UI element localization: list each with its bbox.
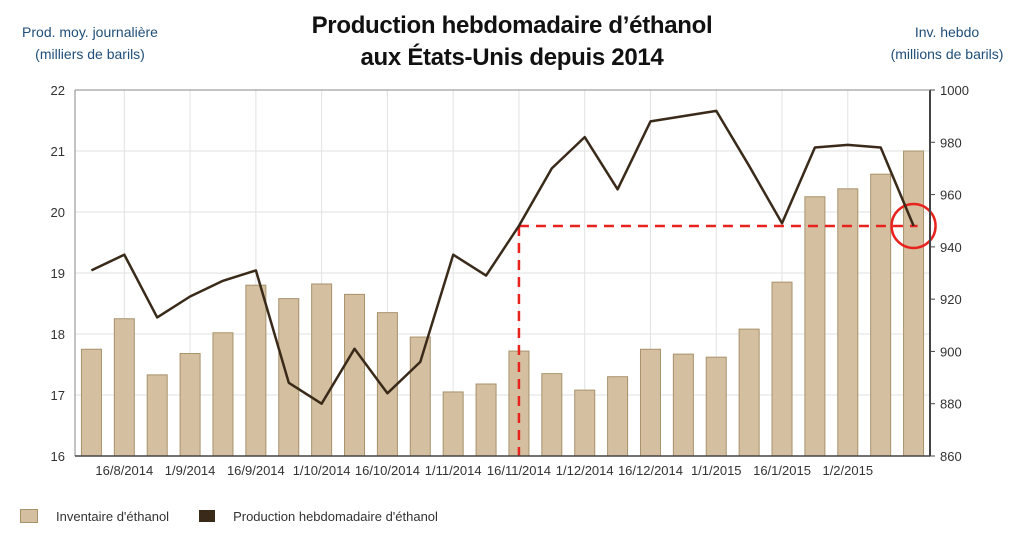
highlight-circle [890, 202, 937, 250]
right-tick-label: 960 [940, 188, 962, 203]
left-tick-label: 16 [51, 449, 65, 464]
bar [672, 353, 694, 457]
bar [212, 332, 234, 457]
legend-swatch-production [199, 510, 216, 522]
bar [278, 298, 300, 457]
right-tick-label: 860 [940, 449, 962, 464]
bar [409, 336, 431, 457]
bar [344, 293, 366, 457]
left-tick-label: 19 [51, 266, 65, 281]
x-tick-label: 16/12/2014 [618, 463, 683, 478]
bar [870, 173, 892, 457]
bar [179, 353, 201, 457]
bar [607, 376, 629, 457]
left-axis-title-line-1: Prod. moy. journalière [22, 24, 158, 40]
x-tick-label: 16/9/2014 [227, 463, 285, 478]
bar [771, 281, 793, 457]
left-tick-label: 17 [51, 388, 65, 403]
left-axis-title-line-2: (milliers de barils) [35, 46, 145, 62]
x-tick-label: 1/9/2014 [165, 463, 216, 478]
left-axis-title: Prod. moy. journalière (milliers de bari… [8, 21, 172, 65]
right-tick-label: 1000 [940, 83, 969, 98]
x-tick-label: 1/12/2014 [556, 463, 614, 478]
x-tick-label: 16/10/2014 [355, 463, 420, 478]
bar [475, 383, 497, 457]
left-tick-label: 21 [51, 144, 65, 159]
x-tick-label: 1/1/2015 [691, 463, 742, 478]
legend-swatch-inventory [20, 509, 38, 523]
left-tick-label: 22 [51, 83, 65, 98]
bar [903, 150, 925, 457]
legend-label-inventory: Inventaire d'éthanol [56, 508, 170, 524]
right-axis-title: Inv. hebdo (millions de barils) [872, 21, 1022, 65]
x-tick-label: 16/11/2014 [487, 463, 551, 478]
bar [113, 318, 135, 457]
x-tick-label: 1/2/2015 [822, 463, 873, 478]
bar [738, 328, 760, 457]
bar [541, 373, 563, 457]
bar [639, 348, 661, 457]
legend: Inventaire d'éthanol Production hebdomad… [20, 505, 468, 527]
x-tick-label: 1/11/2014 [425, 463, 482, 478]
right-tick-label: 880 [940, 397, 962, 412]
chart-title: Production hebdomadaire d’éthanol aux Ét… [250, 10, 774, 74]
bar [837, 188, 859, 457]
bar [804, 196, 826, 457]
bar [574, 389, 596, 457]
legend-label-production: Production hebdomadaire d'éthanol [233, 508, 438, 524]
right-tick-label: 900 [940, 344, 962, 359]
legend-item-production: Production hebdomadaire d'éthanol [199, 509, 438, 524]
x-tick-label: 1/10/2014 [293, 463, 351, 478]
chart-title-line-1: Production hebdomadaire d’éthanol [311, 12, 713, 39]
bar [245, 284, 267, 457]
bar [146, 374, 168, 457]
right-tick-label: 940 [940, 240, 962, 255]
annotation-layer [517, 202, 937, 456]
legend-item-inventory: Inventaire d'éthanol [20, 509, 169, 524]
line-layer [90, 109, 915, 405]
right-tick-label: 920 [940, 292, 962, 307]
grid-layer [75, 89, 930, 457]
bar [705, 356, 727, 457]
production-line [90, 109, 915, 405]
left-tick-label: 20 [51, 205, 65, 220]
right-tick-label: 980 [940, 135, 962, 150]
bar [442, 391, 464, 457]
right-axis-title-line-2: (millions de barils) [890, 46, 1004, 62]
x-tick-label: 16/1/2015 [753, 463, 811, 478]
left-tick-label: 18 [51, 327, 65, 342]
right-axis-title-line-1: Inv. hebdo [914, 24, 980, 40]
bar-layer [80, 150, 925, 457]
x-tick-label: 16/8/2014 [95, 463, 153, 478]
bar [311, 283, 333, 457]
bar [80, 348, 102, 457]
chart-title-line-2: aux États-Unis depuis 2014 [360, 44, 664, 71]
axis-layer: 16 17 18 19 20 21 22 860 880 900 920 940 960 980 1000 1… [51, 83, 969, 478]
